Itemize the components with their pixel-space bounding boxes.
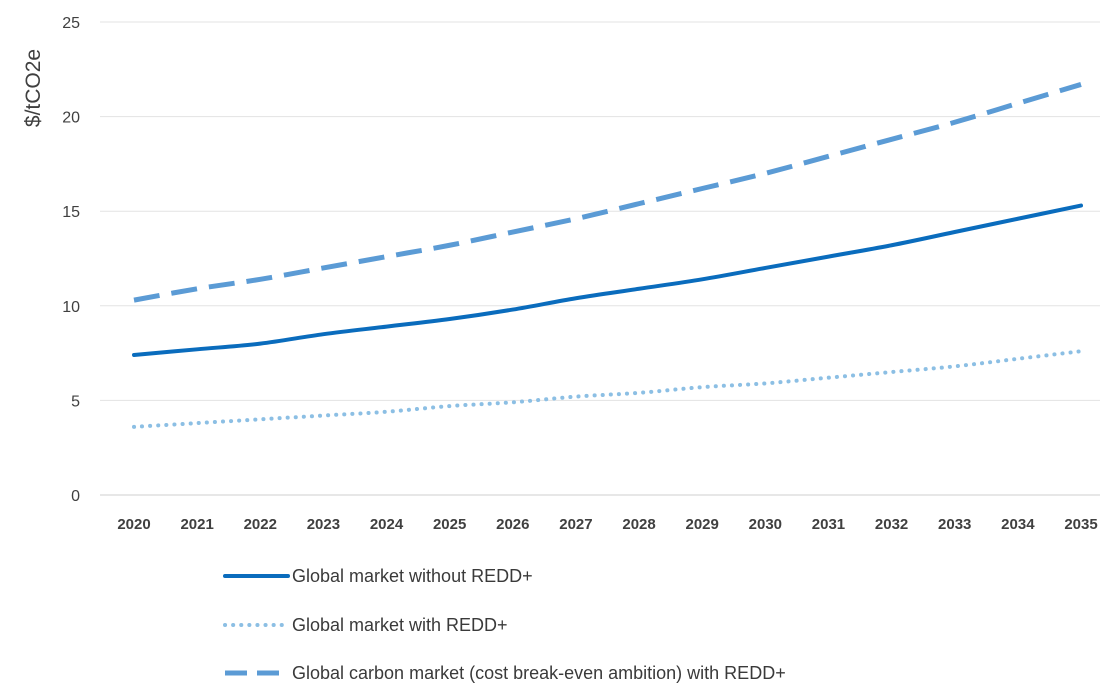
x-tick-label: 2024: [370, 516, 404, 533]
x-tick-label: 2025: [433, 516, 466, 533]
x-tick-label: 2035: [1064, 516, 1097, 533]
x-tick-label: 2028: [622, 516, 655, 533]
series-lines: [132, 82, 1083, 429]
x-axis-ticks: 2020 2021 2022 2023 2024 2025 2026 2027 2028 2029…: [117, 516, 1097, 533]
y-tick-label: 5: [71, 393, 80, 410]
legend-label: Global carbon market (cost break-even am…: [292, 663, 786, 683]
x-tick-label: 2030: [749, 516, 782, 533]
y-axis-ticks: 0 5 10 15 20 25: [62, 15, 80, 505]
y-tick-label: 10: [62, 299, 80, 316]
x-tick-label: 2027: [559, 516, 592, 533]
legend: Global market without REDD+ Global market…: [223, 566, 786, 683]
x-tick-label: 2034: [1001, 516, 1035, 533]
y-tick-label: 0: [71, 488, 80, 505]
x-tick-label: 2022: [244, 516, 277, 533]
x-tick-label: 2023: [307, 516, 340, 533]
x-tick-label: 2020: [117, 516, 150, 533]
series-line-dotted: [132, 349, 1083, 429]
x-tick-label: 2032: [875, 516, 908, 533]
y-tick-label: 20: [62, 110, 80, 127]
series-line-dashed: [133, 82, 1082, 303]
series-line-solid: [132, 203, 1083, 357]
y-tick-label: 15: [62, 204, 80, 221]
x-tick-label: 2021: [180, 516, 213, 533]
legend-label: Global market without REDD+: [292, 566, 533, 586]
x-tick-label: 2026: [496, 516, 529, 533]
legend-label: Global market with REDD+: [292, 615, 508, 635]
x-tick-label: 2031: [812, 516, 845, 533]
y-tick-label: 25: [62, 15, 80, 32]
x-tick-label: 2029: [686, 516, 719, 533]
y-axis-label: $/tCO2e: [22, 49, 45, 127]
gridlines: [100, 21, 1100, 496]
x-tick-label: 2033: [938, 516, 971, 533]
